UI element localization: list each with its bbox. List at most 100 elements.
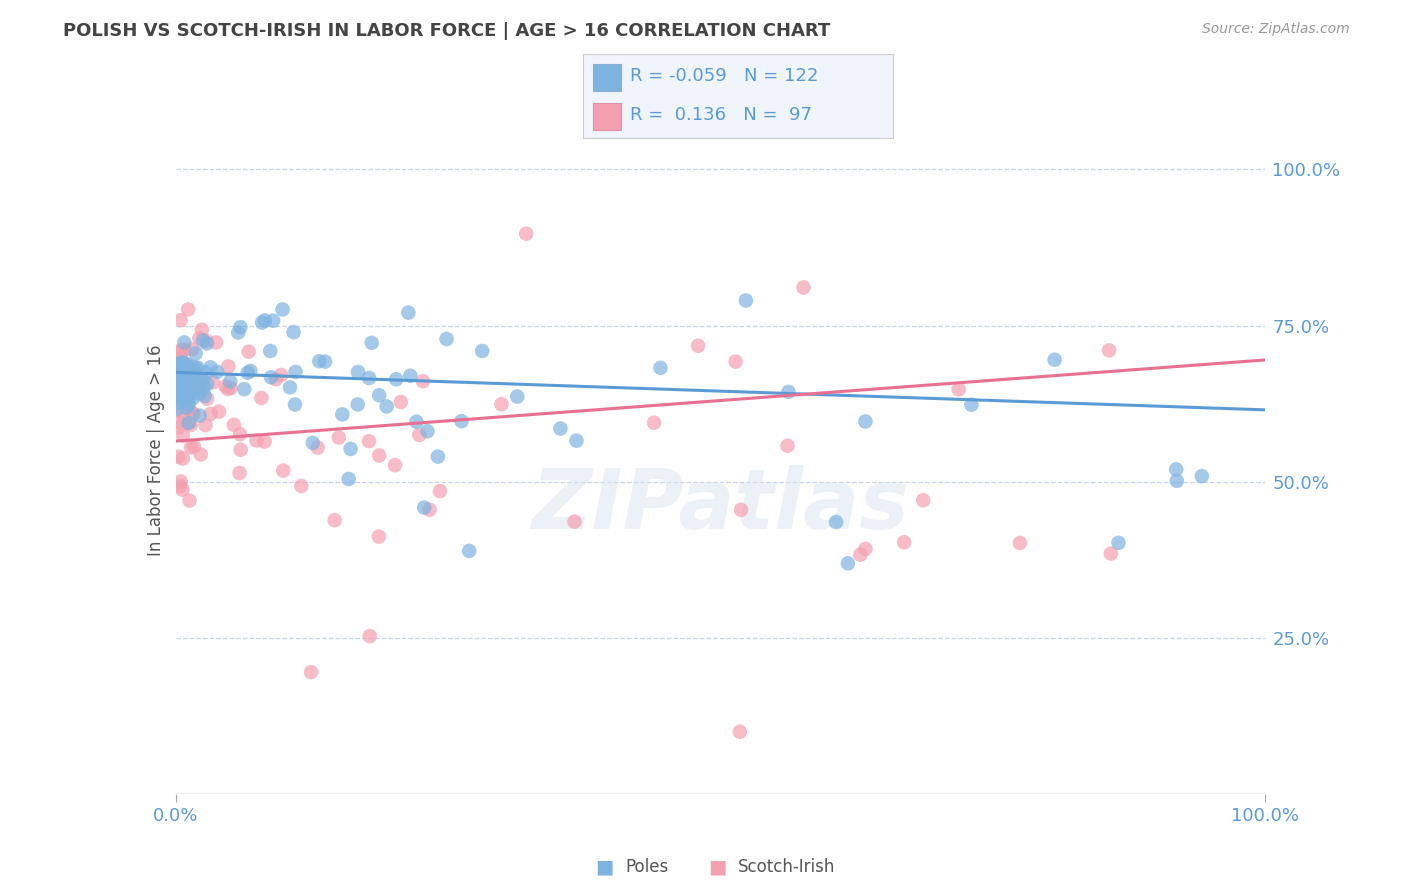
Point (219, 381, 242, 395)
Point (174, 374, 197, 388)
Point (270, 368, 292, 382)
Point (172, 451, 194, 466)
Point (169, 357, 191, 371)
Point (167, 420, 190, 434)
Point (778, 384, 800, 399)
Point (170, 343, 193, 358)
Point (301, 435, 323, 450)
Point (173, 410, 195, 425)
Point (166, 387, 188, 401)
Text: Poles: Poles (626, 858, 669, 876)
Point (550, 421, 572, 435)
Point (173, 384, 195, 399)
Text: R =  0.136   N =  97: R = 0.136 N = 97 (630, 106, 811, 124)
Point (458, 544, 481, 558)
Point (176, 366, 198, 380)
Point (290, 479, 312, 493)
Point (183, 439, 205, 453)
Point (183, 369, 205, 384)
Point (948, 383, 970, 397)
Point (170, 354, 193, 368)
Point (1098, 343, 1121, 358)
Point (167, 370, 190, 384)
Point (259, 343, 281, 358)
Point (166, 376, 188, 391)
Point (271, 464, 294, 478)
Point (200, 360, 222, 375)
FancyBboxPatch shape (593, 103, 620, 130)
Point (172, 359, 194, 374)
Point (183, 376, 205, 391)
Point (167, 386, 190, 401)
Point (396, 306, 419, 320)
Point (426, 450, 449, 464)
Point (173, 343, 195, 357)
Point (405, 415, 427, 429)
Point (181, 373, 204, 387)
Point (188, 331, 211, 345)
Point (357, 434, 380, 449)
Point (180, 386, 202, 401)
Point (172, 483, 194, 497)
Point (271, 302, 294, 317)
Point (412, 374, 434, 388)
Point (855, 415, 877, 429)
Point (284, 398, 307, 412)
Text: ■: ■ (595, 857, 614, 877)
Point (183, 407, 205, 421)
Point (912, 493, 935, 508)
Point (413, 500, 436, 515)
Point (245, 434, 267, 448)
Point (176, 369, 198, 384)
Point (172, 355, 194, 369)
Point (893, 535, 915, 549)
Point (177, 403, 200, 417)
Point (229, 442, 252, 457)
Point (169, 368, 191, 383)
Point (169, 371, 191, 385)
Text: ■: ■ (707, 857, 727, 877)
Point (375, 400, 398, 414)
Point (515, 227, 537, 241)
Point (184, 346, 207, 360)
Point (825, 515, 848, 529)
Point (491, 397, 513, 411)
Point (188, 409, 211, 423)
Point (284, 365, 307, 379)
Point (170, 373, 193, 387)
Point (166, 363, 188, 377)
Point (173, 369, 195, 384)
Point (188, 381, 211, 395)
Point (776, 439, 799, 453)
Point (205, 365, 228, 379)
Point (177, 367, 200, 381)
Point (170, 372, 193, 386)
Point (419, 502, 441, 516)
Point (169, 375, 191, 389)
Point (250, 391, 273, 405)
Point (219, 375, 242, 389)
Text: ZIPatlas: ZIPatlas (531, 465, 910, 546)
Point (357, 371, 380, 385)
Point (429, 484, 451, 499)
Point (191, 374, 214, 388)
Point (253, 313, 276, 327)
Point (471, 344, 494, 359)
Point (724, 354, 747, 368)
Point (202, 376, 225, 390)
Point (181, 365, 204, 379)
Point (173, 373, 195, 387)
Point (368, 449, 391, 463)
Point (169, 416, 191, 430)
Point (176, 378, 198, 392)
Point (222, 417, 245, 432)
Point (167, 450, 190, 464)
Point (728, 724, 751, 739)
Point (229, 320, 252, 334)
Point (650, 360, 672, 375)
Point (195, 334, 218, 348)
Point (187, 360, 209, 375)
Point (236, 366, 259, 380)
Point (359, 629, 381, 643)
Point (688, 339, 710, 353)
